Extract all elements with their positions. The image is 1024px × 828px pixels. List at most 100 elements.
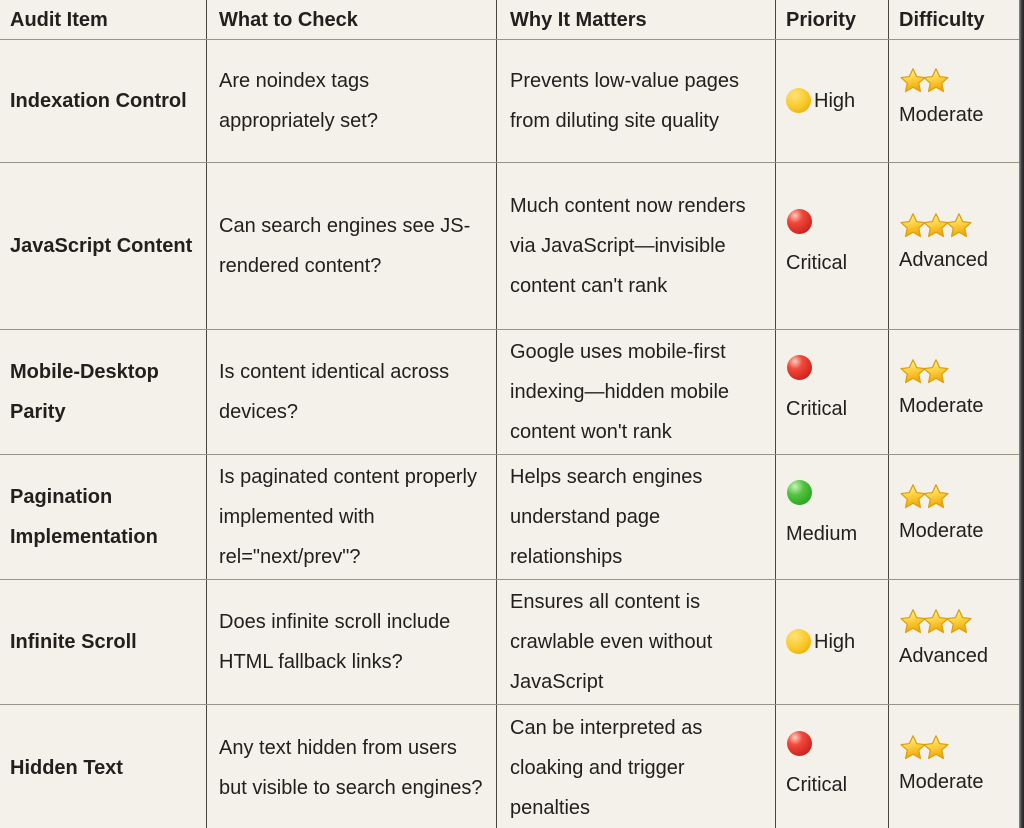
priority-indicator: Medium (786, 480, 857, 554)
priority-label: High (814, 631, 856, 653)
what-to-check-text: Is content identical across devices? (219, 361, 450, 423)
table-row: Hidden Text Any text hidden from users b… (0, 705, 1024, 828)
cell-why-it-matters: Helps search engines understand page rel… (497, 455, 776, 579)
priority-label: Critical (786, 252, 848, 274)
why-it-matters-text: Ensures all content is crawlable even wi… (510, 591, 713, 693)
why-it-matters-text: Google uses mobile-first indexing—hidden… (510, 341, 730, 443)
cell-priority: Critical (776, 330, 889, 454)
audit-item-label: Hidden Text (10, 756, 123, 779)
star-icon (900, 68, 926, 93)
cell-what-to-check: Is content identical across devices? (207, 330, 497, 454)
star-icon (900, 484, 926, 509)
audit-item-label: Infinite Scroll (10, 631, 137, 653)
why-it-matters-text: Prevents low-value pages from diluting s… (510, 70, 740, 132)
cell-priority: High (776, 40, 889, 162)
priority-red-circle-icon (787, 730, 812, 756)
what-to-check-text: Does infinite scroll include HTML fallba… (219, 611, 451, 673)
cell-audit-item: JavaScript Content (0, 163, 207, 329)
priority-indicator: Critical (786, 355, 847, 429)
cell-why-it-matters: Ensures all content is crawlable even wi… (497, 580, 776, 704)
cell-priority: Medium (776, 455, 889, 579)
difficulty-label: Moderate (899, 104, 984, 126)
table-row: Infinite Scroll Does infinite scroll inc… (0, 580, 1024, 705)
audit-item-label: Pagination Implementation (10, 486, 158, 548)
cell-what-to-check: Does infinite scroll include HTML fallba… (207, 580, 497, 704)
cell-what-to-check: Is paginated content properly implemente… (207, 455, 497, 579)
cell-priority: Critical (776, 163, 889, 329)
difficulty-stars (899, 358, 949, 385)
priority-red-circle-icon (787, 355, 812, 380)
table-row: JavaScript Content Can search engines se… (0, 163, 1024, 330)
why-it-matters-text: Can be interpreted as cloaking and trigg… (510, 716, 703, 819)
cell-audit-item: Hidden Text (0, 705, 207, 828)
priority-indicator: High (786, 622, 855, 662)
audit-item-label: Indexation Control (10, 90, 187, 112)
star-icon (923, 213, 949, 238)
header-label-why-it-matters: Why It Matters (510, 8, 647, 31)
cell-priority: Critical (776, 705, 889, 828)
header-label-what-to-check: What to Check (219, 8, 358, 31)
priority-indicator: High (786, 81, 855, 121)
header-cell-why-it-matters: Why It Matters (497, 0, 776, 39)
header-cell-difficulty: Difficulty (889, 0, 1024, 39)
header-label-audit-item: Audit Item (10, 8, 108, 31)
difficulty-label: Moderate (899, 770, 984, 793)
cell-what-to-check: Can search engines see JS-rendered conte… (207, 163, 497, 329)
header-cell-priority: Priority (776, 0, 889, 39)
difficulty-stars (899, 483, 949, 510)
difficulty-stars (899, 212, 972, 239)
priority-yellow-circle-icon (786, 87, 811, 113)
what-to-check-text: Are noindex tags appropriately set? (219, 70, 378, 132)
cell-difficulty: Moderate (889, 330, 1024, 454)
cell-difficulty: Moderate (889, 455, 1024, 579)
table-row: Pagination Implementation Is paginated c… (0, 455, 1024, 580)
cell-why-it-matters: Can be interpreted as cloaking and trigg… (497, 705, 776, 828)
cell-difficulty: Advanced (889, 580, 1024, 704)
difficulty-label: Advanced (899, 645, 988, 667)
header-label-difficulty: Difficulty (899, 8, 985, 31)
star-icon (946, 213, 972, 238)
priority-label: Critical (786, 398, 848, 420)
header-label-priority: Priority (786, 8, 857, 31)
cell-why-it-matters: Google uses mobile-first indexing—hidden… (497, 330, 776, 454)
star-icon (900, 213, 926, 238)
cell-difficulty: Advanced (889, 163, 1024, 329)
star-icon (923, 68, 949, 93)
priority-label: Critical (786, 773, 848, 796)
header-cell-what-to-check: What to Check (207, 0, 497, 39)
difficulty-label: Moderate (899, 395, 984, 417)
audit-item-label: JavaScript Content (10, 235, 193, 257)
audit-item-label: Mobile-Desktop Parity (10, 361, 159, 423)
cell-audit-item: Infinite Scroll (0, 580, 207, 704)
difficulty-label: Moderate (899, 520, 984, 542)
difficulty-label: Advanced (899, 249, 988, 271)
why-it-matters-text: Much content now renders via JavaScript—… (510, 195, 746, 297)
star-icon (900, 734, 926, 759)
difficulty-stars (899, 67, 949, 94)
star-icon (900, 609, 926, 634)
priority-label: Medium (786, 523, 858, 545)
table-header-row: Audit Item What to Check Why It Matters … (0, 0, 1024, 40)
star-icon (923, 359, 949, 384)
cell-what-to-check: Are noindex tags appropriately set? (207, 40, 497, 162)
header-cell-audit-item: Audit Item (0, 0, 207, 39)
difficulty-stars (899, 608, 972, 635)
priority-indicator: Critical (786, 730, 848, 805)
star-icon (923, 734, 949, 759)
cell-audit-item: Indexation Control (0, 40, 207, 162)
priority-yellow-circle-icon (786, 628, 811, 654)
cell-difficulty: Moderate (889, 40, 1024, 162)
why-it-matters-text: Helps search engines understand page rel… (510, 466, 703, 568)
cell-audit-item: Pagination Implementation (0, 455, 207, 579)
table-row: Indexation Control Are noindex tags appr… (0, 40, 1024, 163)
screen-right-edge-strip (1019, 0, 1024, 828)
priority-indicator: Critical (786, 209, 847, 283)
table-row: Mobile-Desktop Parity Is content identic… (0, 330, 1024, 455)
star-icon (900, 359, 926, 384)
difficulty-stars (899, 734, 949, 761)
priority-red-circle-icon (787, 209, 812, 234)
star-icon (923, 609, 949, 634)
cell-difficulty: Moderate (889, 705, 1024, 828)
what-to-check-text: Any text hidden from users but visible t… (219, 736, 483, 799)
